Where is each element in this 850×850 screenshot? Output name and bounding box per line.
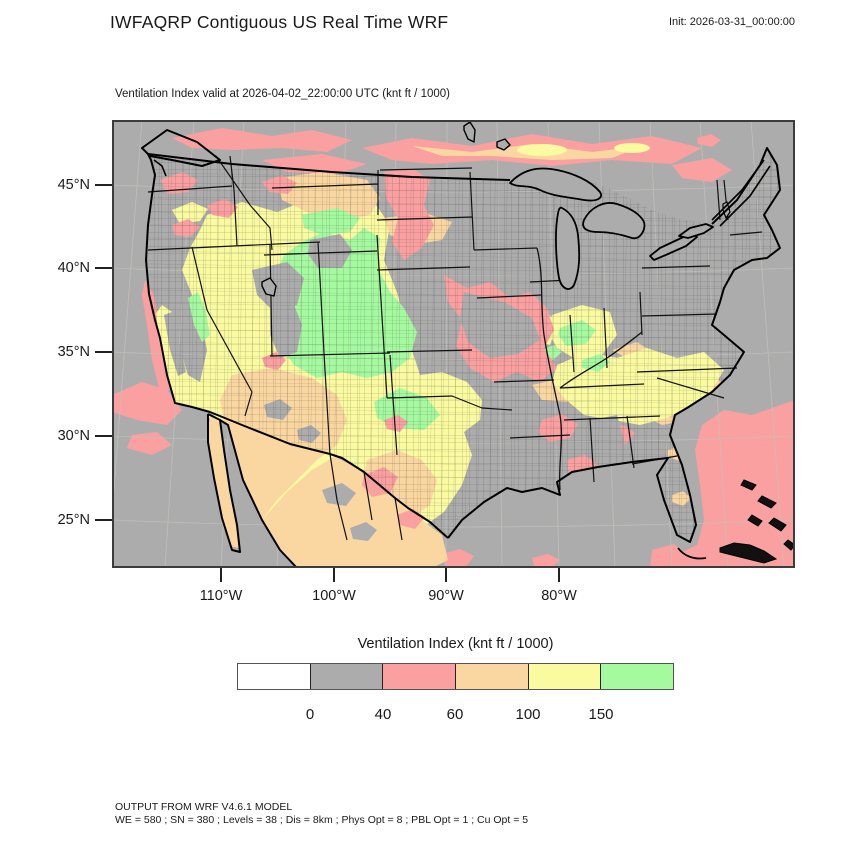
page-title: IWFAQRP Contiguous US Real Time WRF (110, 12, 449, 32)
conus-ventilation-map (112, 120, 795, 568)
plot-subtitle: Ventilation Index valid at 2026-04-02_22… (115, 88, 450, 100)
legend-bin-pink (382, 664, 456, 689)
legend-colorbar (237, 663, 674, 690)
map-border (112, 120, 795, 568)
lat-tick-label: 30°N (57, 428, 90, 444)
state-borders (147, 155, 763, 541)
cuba (719, 542, 778, 564)
lat-tick-mark (95, 351, 112, 353)
lat-tick-label: 40°N (57, 260, 90, 276)
legend-title: Ventilation Index (knt ft / 1000) (357, 636, 554, 652)
legend-bin-yellow (527, 664, 601, 689)
lon-tick-mark (558, 568, 560, 582)
legend-tick-label: 60 (446, 706, 464, 723)
lake-erie (649, 232, 698, 261)
footer-line-1: OUTPUT FROM WRF V4.6.1 MODEL (115, 801, 293, 813)
lon-tick-label: 110°W (199, 588, 243, 604)
legend-bin-tan (455, 664, 528, 689)
lake-ontario (678, 223, 714, 239)
legend-tick-label: 100 (515, 706, 541, 723)
bahamas (740, 479, 795, 551)
lat-tick-label: 25°N (57, 512, 90, 528)
lat-tick-label: 35°N (57, 344, 90, 360)
lake-huron (582, 202, 646, 240)
lat-tick-mark (95, 435, 112, 437)
lon-tick-mark (333, 568, 335, 582)
init-timestamp: Init: 2026-03-31_00:00:00 (669, 16, 795, 28)
legend-tick-label: 150 (588, 706, 614, 723)
lat-tick-mark (95, 519, 112, 521)
lon-tick-label: 100°W (312, 588, 356, 604)
lat-tick-mark (95, 184, 112, 186)
lon-tick-label: 80°W (541, 588, 577, 604)
map-canvas (112, 120, 795, 568)
lon-tick-mark (220, 568, 222, 582)
lat-tick-label: 45°N (57, 177, 90, 193)
model-config-footer: OUTPUT FROM WRF V4.6.1 MODEL WE = 580 ; … (115, 801, 528, 827)
legend-bin-white (238, 664, 310, 689)
great-salt-lake (261, 277, 277, 297)
legend-bin-gray (309, 664, 383, 689)
legend-tick-label: 0 (305, 706, 315, 723)
lon-tick-mark (445, 568, 447, 582)
coastline (141, 129, 781, 568)
lat-tick-mark (95, 267, 112, 269)
great-lakes (261, 121, 731, 297)
legend-tick-label: 40 (374, 706, 392, 723)
lon-tick-label: 90°W (428, 588, 464, 604)
lake-michigan (555, 206, 581, 290)
lake-superior (509, 167, 602, 202)
caribbean-islands (719, 479, 795, 564)
legend-bin-green (600, 664, 674, 689)
footer-line-2: WE = 580 ; SN = 380 ; Levels = 38 ; Dis … (115, 814, 529, 826)
